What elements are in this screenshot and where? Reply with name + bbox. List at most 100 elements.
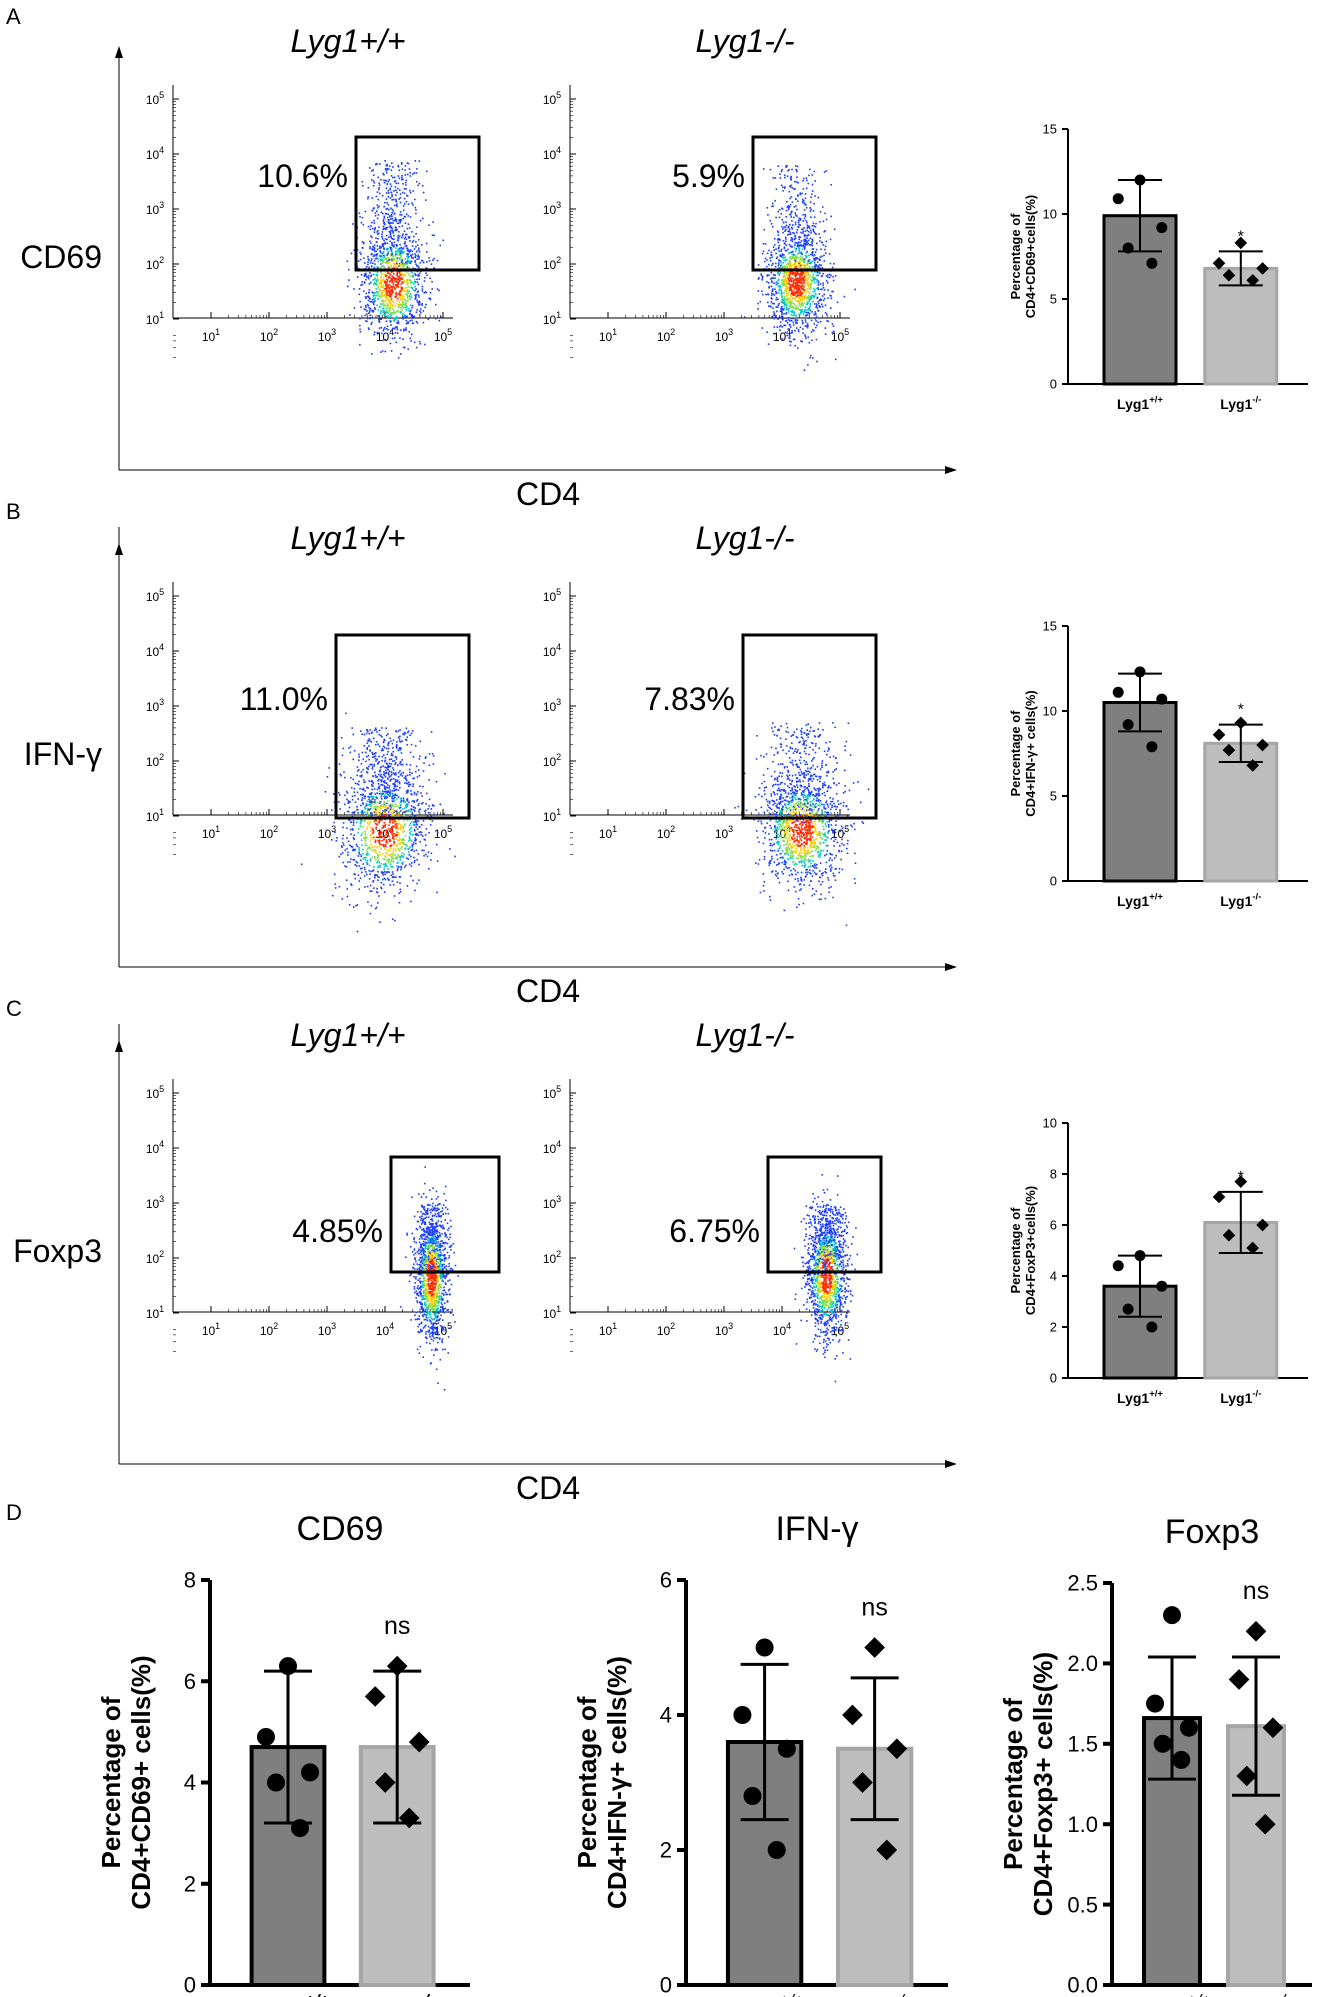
- flow-event-dot: [369, 873, 371, 876]
- flow-event-dot: [401, 740, 403, 742]
- flow-event-dot: [412, 806, 415, 808]
- flow-event-dot: [393, 234, 395, 237]
- flow-event-dot: [369, 840, 372, 843]
- flow-y-tick-label: 104: [146, 145, 164, 162]
- flow-event-dot: [384, 238, 387, 240]
- flow-event-dot: [788, 243, 791, 246]
- flow-event-dot: [771, 277, 773, 279]
- flow-event-dot: [774, 265, 777, 268]
- flow-event-dot: [401, 863, 404, 865]
- flow-event-dot: [798, 262, 800, 265]
- flow-event-dot: [821, 305, 824, 308]
- flow-event-dot: [362, 290, 365, 292]
- flow-event-dot: [802, 188, 805, 190]
- flow-event-dot: [779, 267, 781, 269]
- flow-event-dot: [399, 786, 401, 789]
- flow-event-dot: [810, 295, 812, 298]
- flow-event-dot: [792, 307, 795, 309]
- flow-event-dot: [398, 892, 400, 895]
- flow-event-dot: [417, 301, 420, 303]
- flow-event-dot: [790, 184, 793, 187]
- flow-event-dot: [435, 843, 438, 846]
- flow-event-dot: [787, 205, 790, 207]
- flow-event-dot: [775, 216, 777, 219]
- flow-event-dot: [372, 311, 374, 313]
- flow-event-dot: [340, 774, 342, 777]
- flow-event-dot: [404, 782, 406, 784]
- flow-event-dot: [407, 256, 409, 259]
- bar-category-label: Lyg1-/-: [1220, 395, 1261, 412]
- flow-event-dot: [391, 742, 394, 745]
- flow-event-dot: [400, 256, 402, 259]
- flow-event-dot: [369, 799, 372, 802]
- flow-event-dot: [392, 852, 395, 854]
- flow-event-dot: [425, 803, 427, 805]
- flow-event-dot: [390, 775, 392, 777]
- flow-event-dot: [384, 262, 387, 264]
- flow-event-dot: [416, 168, 418, 170]
- flow-event-dot: [412, 730, 414, 732]
- flow-event-dot: [789, 300, 792, 303]
- flow-event-dot: [401, 301, 404, 304]
- flow-event-dot: [831, 266, 834, 269]
- flow-event-dot: [401, 258, 404, 260]
- flow-event-dot: [406, 173, 409, 176]
- flow-event-dot: [375, 237, 377, 239]
- flow-event-dot: [373, 294, 376, 297]
- flow-event-dot: [774, 277, 776, 279]
- flow-event-dot: [398, 169, 401, 172]
- flow-event-dot: [361, 241, 364, 243]
- flow-event-dot: [393, 190, 395, 192]
- flow-event-dot: [369, 826, 372, 828]
- flow-event-dot: [378, 812, 381, 815]
- flow-event-dot: [397, 230, 400, 233]
- flow-event-dot: [362, 857, 365, 860]
- flow-event-dot: [825, 240, 828, 243]
- flow-event-dot: [365, 871, 367, 873]
- flow-event-dot: [392, 783, 394, 785]
- flow-event-dot: [805, 187, 808, 190]
- flow-event-dot: [395, 277, 398, 280]
- data-point: [1234, 236, 1248, 250]
- flow-event-dot: [390, 827, 392, 830]
- flow-event-dot: [362, 257, 365, 259]
- flow-event-dot: [379, 306, 381, 308]
- flow-event-dot: [368, 289, 371, 291]
- flow-event-dot: [398, 225, 401, 228]
- flow-event-dot: [773, 312, 776, 315]
- flow-event-dot: [410, 296, 413, 298]
- flow-y-tick-label: 102: [146, 255, 164, 272]
- flow-event-dot: [376, 792, 379, 794]
- flow-event-dot: [395, 302, 398, 305]
- flow-event-dot: [431, 288, 434, 290]
- flow-event-dot: [407, 730, 410, 732]
- flow-event-dot: [813, 202, 815, 205]
- flow-event-dot: [777, 264, 780, 267]
- flow-event-dot: [428, 224, 430, 226]
- flow-event-dot: [379, 249, 381, 252]
- flow-event-dot: [382, 288, 385, 291]
- flow-event-dot: [389, 808, 392, 811]
- flow-event-dot: [342, 822, 345, 824]
- flow-event-dot: [404, 777, 407, 779]
- flow-event-dot: [389, 830, 392, 833]
- flow-event-dot: [413, 283, 415, 285]
- flow-event-dot: [411, 307, 413, 309]
- flow-event-dot: [367, 186, 370, 189]
- flow-event-dot: [383, 286, 385, 289]
- flow-event-dot: [397, 248, 400, 250]
- flow-event-dot: [807, 182, 810, 185]
- flow-event-dot: [783, 272, 786, 274]
- flow-event-dot: [407, 203, 410, 205]
- flow-event-dot: [366, 848, 369, 850]
- flow-event-dot: [412, 190, 415, 192]
- flow-event-dot: [388, 257, 391, 260]
- flow-event-dot: [393, 180, 396, 183]
- flow-event-dot: [400, 304, 403, 306]
- flow-event-dot: [391, 259, 393, 261]
- flow-event-dot: [806, 279, 808, 282]
- flow-event-dot: [387, 733, 389, 735]
- flow-event-dot: [387, 768, 389, 771]
- flow-event-dot: [361, 184, 364, 187]
- flow-event-dot: [406, 798, 409, 800]
